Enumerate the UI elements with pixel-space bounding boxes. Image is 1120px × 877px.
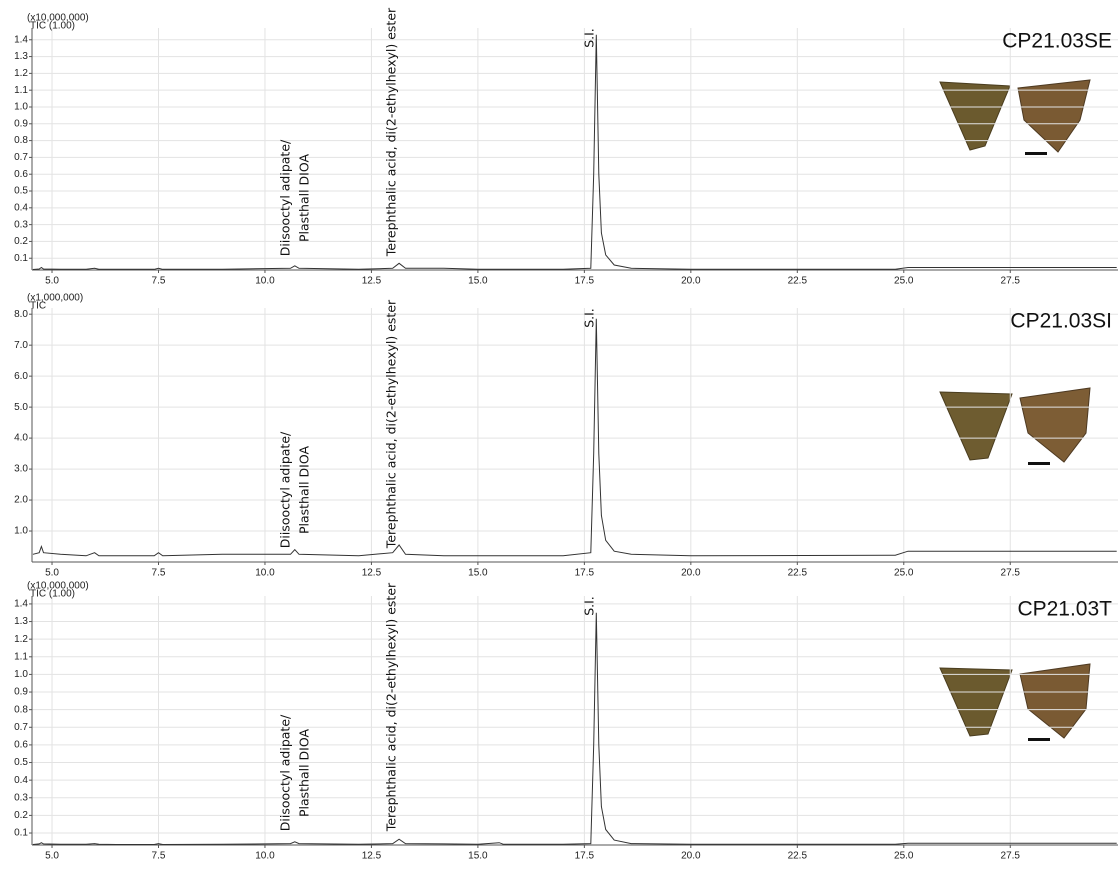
y-tick-label: 1.1 [14,85,28,96]
y-tick-label: 0.2 [14,236,28,247]
chart-panel: 5.0 7.5 10.0 12.5 15.0 17.5 20.0 22.5 25.0 27.5 1.… [14,293,1118,579]
y-tick-label: 0.8 [14,135,28,146]
y-tick-label: 0.3 [14,792,28,803]
x-tick-label: 20.0 [681,276,701,287]
y-tick-label: 0.1 [14,828,28,839]
chart-panel: 5.0 7.5 10.0 12.5 15.0 17.5 20.0 22.5 25.0 27.5 0.… [14,7,1118,287]
x-tick-label: 20.0 [681,568,701,579]
y-tick-label: 1.0 [14,669,28,680]
sample-photo [939,387,1091,465]
y-tick-label: 1.0 [14,102,28,113]
x-tick-label: 15.0 [468,851,488,862]
y-tick-label: 4.0 [14,433,28,444]
peak-annotation: Diisooctyl adipate/ [278,431,293,548]
panel-title: CP21.03T [1017,598,1112,621]
peak-annotation: S.I. [582,596,597,616]
x-tick-label: 10.0 [255,568,275,579]
y-tick-label: 0.9 [14,687,28,698]
x-tick-label: 27.5 [1001,276,1021,287]
peak-annotation: Terephthalic acid, di(2-ethylhexyl) este… [384,582,399,832]
peak-annotation: Plasthall DIOA [297,729,312,818]
x-tick-label: 22.5 [788,276,808,287]
y-tick-label: 0.5 [14,757,28,768]
chromatogram-trace [32,34,1117,270]
chart-panel: 5.0 7.5 10.0 12.5 15.0 17.5 20.0 22.5 25.0 27.5 0.… [14,581,1118,862]
peak-annotation: Diisooctyl adipate/ [278,139,293,256]
sample-photo [939,79,1091,155]
y-tick-label: 1.2 [14,68,28,79]
y-tick-label: 0.9 [14,118,28,129]
y-tick-label: 5.0 [14,402,28,413]
y-tick-label: 1.2 [14,634,28,645]
y-tick-label: 1.0 [14,526,28,537]
peak-annotation: Diisooctyl adipate/ [278,714,293,831]
x-tick-label: 12.5 [362,568,382,579]
peak-annotation: S.I. [582,28,597,48]
x-tick-label: 15.0 [468,568,488,579]
sample-photo [939,663,1091,741]
x-tick-label: 7.5 [152,851,166,862]
x-tick-label: 17.5 [575,568,595,579]
x-tick-label: 12.5 [362,276,382,287]
y-tick-label: 0.6 [14,740,28,751]
panel-title: CP21.03SI [1010,310,1112,333]
x-tick-label: 5.0 [45,851,59,862]
y-tick-label: 8.0 [14,309,28,320]
x-tick-label: 10.0 [255,851,275,862]
y-tick-label: 0.4 [14,775,28,786]
x-tick-label: 10.0 [255,276,275,287]
y-tick-label: 1.4 [14,599,28,610]
y-tick-label: 1.1 [14,651,28,662]
y-tick-label: 0.6 [14,169,28,180]
x-tick-label: 25.0 [894,568,914,579]
x-tick-label: 17.5 [575,851,595,862]
peak-annotation: Plasthall DIOA [297,154,312,243]
x-tick-label: 22.5 [788,851,808,862]
peak-annotation: Terephthalic acid, di(2-ethylhexyl) este… [384,299,399,549]
y-tick-label: 0.1 [14,253,28,264]
y-tick-label: 0.5 [14,186,28,197]
x-tick-label: 5.0 [45,276,59,287]
chromatogram-trace [32,612,1117,846]
y-tick-label: 2.0 [14,495,28,506]
y-axis-label: TIC (1.00) [30,589,75,600]
x-tick-label: 17.5 [575,276,595,287]
x-tick-label: 25.0 [894,276,914,287]
scale-label: (x10,000,000) [27,581,89,592]
x-tick-label: 12.5 [362,851,382,862]
peak-annotation: Plasthall DIOA [297,446,312,535]
x-tick-label: 22.5 [788,568,808,579]
y-tick-label: 0.7 [14,152,28,163]
peak-annotation: Terephthalic acid, di(2-ethylhexyl) este… [384,7,399,257]
y-tick-label: 0.8 [14,704,28,715]
x-tick-label: 25.0 [894,851,914,862]
x-tick-label: 7.5 [152,568,166,579]
y-tick-label: 0.7 [14,722,28,733]
x-tick-label: 15.0 [468,276,488,287]
x-tick-label: 27.5 [1001,851,1021,862]
y-tick-label: 0.4 [14,202,28,213]
y-tick-label: 0.3 [14,219,28,230]
y-axis-label: TIC (1.00) [30,21,75,32]
y-tick-label: 7.0 [14,340,28,351]
x-tick-label: 20.0 [681,851,701,862]
y-tick-label: 1.4 [14,34,28,45]
x-tick-label: 7.5 [152,276,166,287]
y-axis-label: TIC [30,301,46,312]
y-tick-label: 1.3 [14,616,28,627]
x-tick-label: 5.0 [45,568,59,579]
scale-label: (x1,000,000) [27,293,83,304]
scale-label: (x10,000,000) [27,13,89,24]
y-tick-label: 1.3 [14,51,28,62]
x-tick-label: 27.5 [1001,568,1021,579]
y-tick-label: 6.0 [14,371,28,382]
chromatogram-trace [32,318,1117,557]
peak-annotation: S.I. [582,308,597,328]
panel-title: CP21.03SE [1002,30,1112,53]
y-tick-label: 3.0 [14,464,28,475]
y-tick-label: 0.2 [14,810,28,821]
